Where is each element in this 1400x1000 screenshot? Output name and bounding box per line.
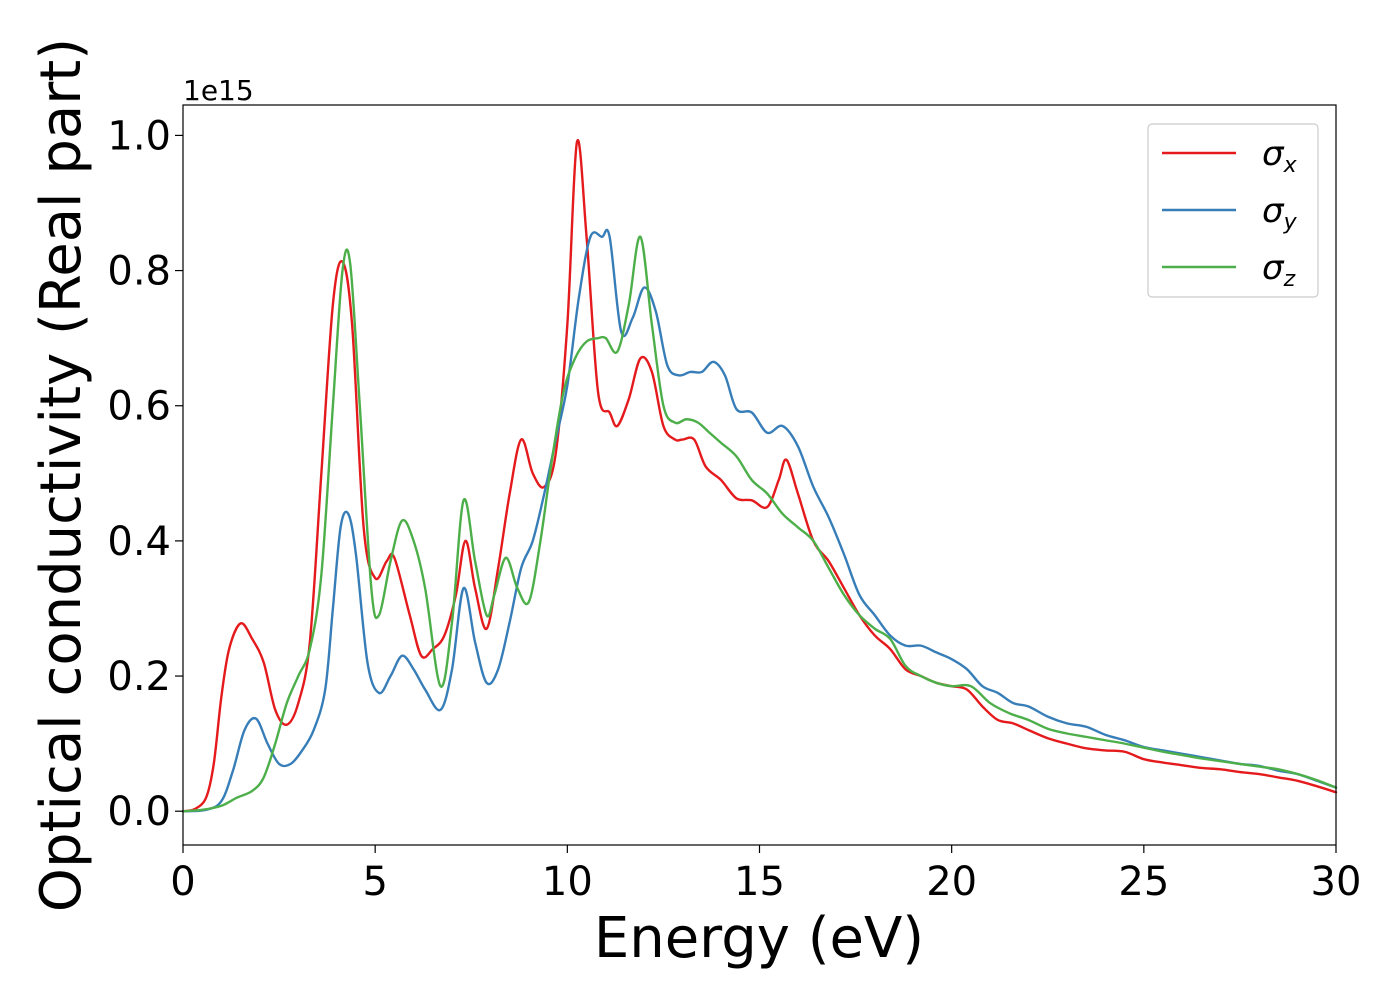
x-axis-title: Energy (eV) (594, 906, 924, 971)
legend-label-z: σz (1262, 248, 1296, 292)
series-line-y (181, 228, 1338, 813)
x-tick-label: 5 (362, 859, 387, 905)
legend-label-y: σy (1262, 191, 1298, 235)
series-line-x (181, 138, 1338, 813)
y-tick-label: 0.2 (107, 654, 171, 700)
x-tick-label: 25 (1118, 859, 1169, 905)
y-tick-label: 0.6 (107, 384, 171, 430)
y-axis-title: Optical conductivity (Real part) (29, 38, 94, 912)
x-tick-label: 0 (170, 859, 195, 905)
x-tick-label: 10 (542, 859, 593, 905)
series-line-z (181, 235, 1338, 813)
x-tick-label: 30 (1311, 859, 1362, 905)
legend-label-x: σx (1262, 134, 1298, 178)
y-tick-label: 0.4 (107, 519, 171, 565)
x-tick-label: 20 (926, 859, 977, 905)
y-tick-label: 0.8 (107, 249, 171, 295)
x-tick-label: 15 (734, 859, 785, 905)
series-layer (181, 138, 1338, 813)
y-tick-label: 0.0 (107, 789, 171, 835)
y-offset-label: 1e15 (183, 74, 254, 107)
y-tick-label: 1.0 (107, 113, 171, 159)
y-axis: 0.0 0.2 0.4 0.6 0.8 1.0 (107, 113, 183, 835)
legend: σx σy σz (1147, 123, 1319, 298)
x-axis: 0 5 10 15 20 25 30 (170, 845, 1361, 905)
